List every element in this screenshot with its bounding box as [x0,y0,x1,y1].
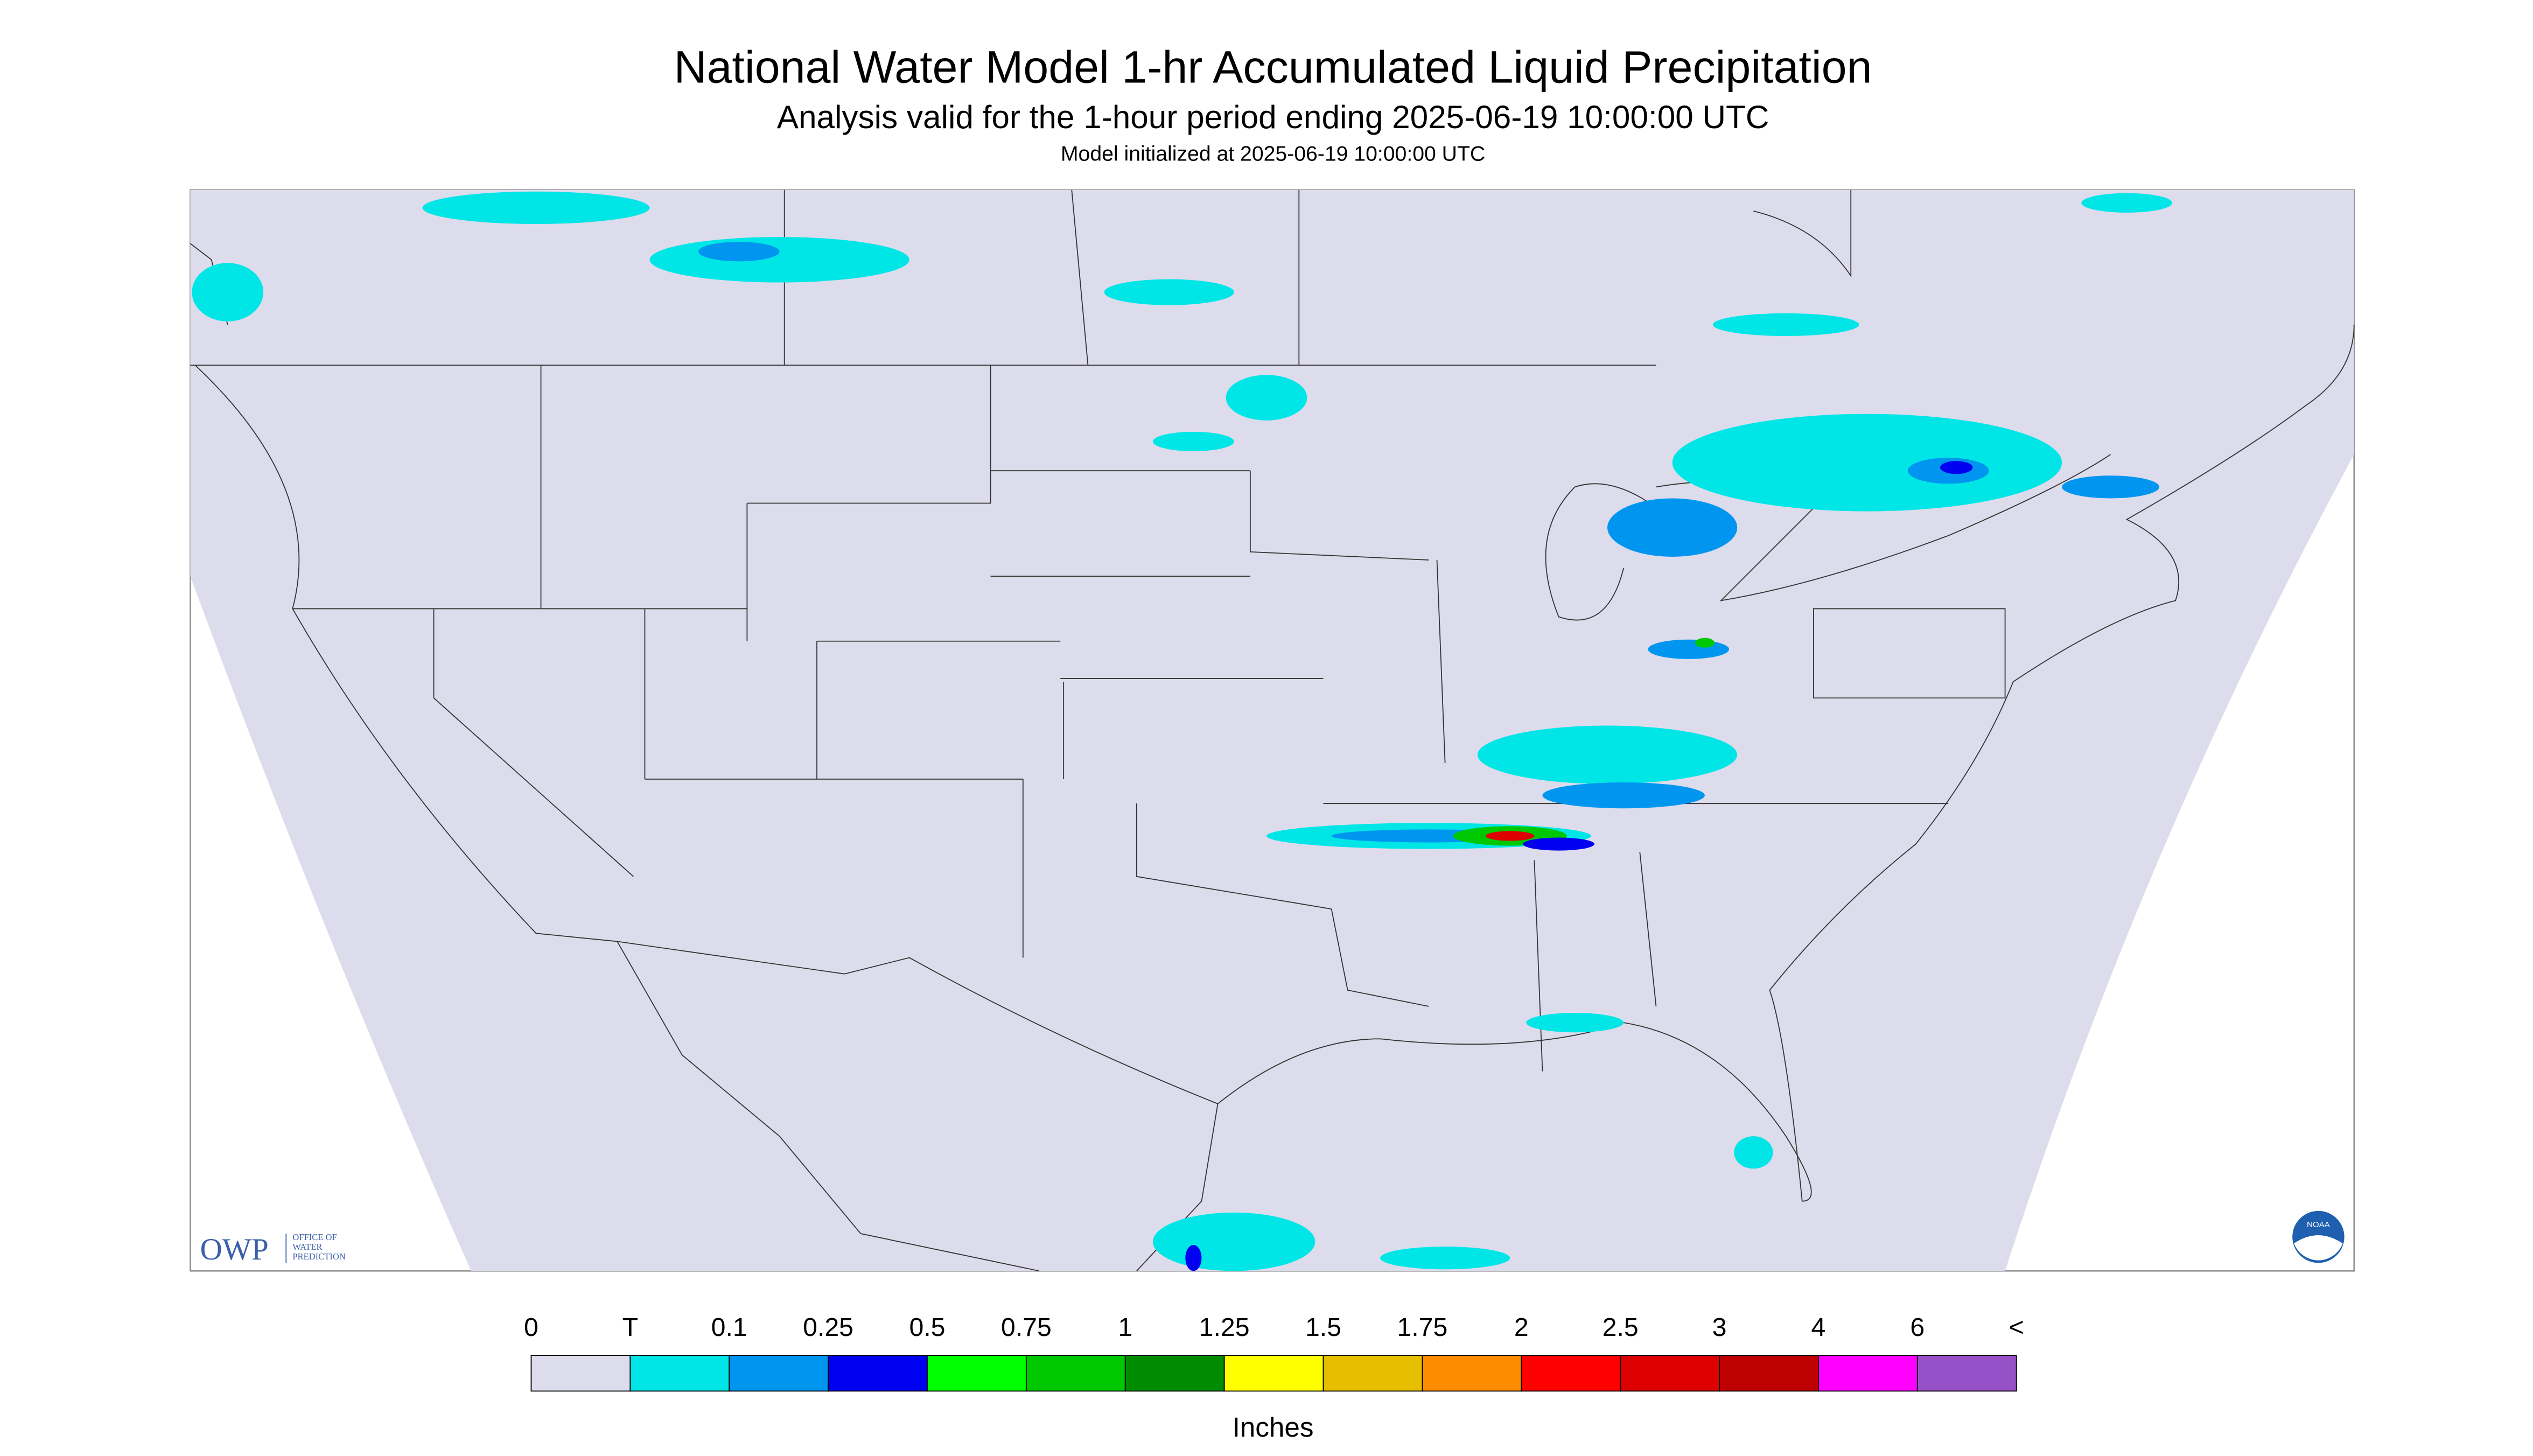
colorbar-label: 2 [1514,1313,1529,1342]
owp-text: OWP [200,1233,268,1266]
colorbar: 0 T 0.1 0.25 0.5 0.75 1 1.25 1.5 1.75 2 2.5 3 4 6 < [524,1313,2024,1392]
colorbar-swatch [1422,1355,1522,1392]
colorbar-label: 0.25 [803,1313,853,1342]
colorbar-label: 1.75 [1397,1313,1447,1342]
colorbar-swatch [1025,1355,1126,1392]
colorbar-swatch [1620,1355,1720,1392]
colorbar-label: 1 [1118,1313,1132,1342]
init-time: Model initialized at 2025-06-19 10:00:00… [1061,142,1485,165]
colorbar-unit: Inches [1233,1412,1314,1443]
colorbar-swatch [1124,1355,1225,1392]
colorbar-swatch [729,1355,829,1392]
noaa-logo: NOAA [2292,1210,2345,1263]
subtitle: Analysis valid for the 1-hour period end… [777,99,1769,135]
precipitation [192,191,2173,1271]
colorbar-swatch [927,1355,1027,1392]
colorbar-swatch [1223,1355,1324,1392]
colorbar-swatch [828,1355,928,1392]
colorbar-label: 0.5 [909,1313,945,1342]
colorbar-label: 2.5 [1603,1313,1639,1342]
owp-name: WATER [292,1242,323,1252]
colorbar-label: 0.75 [1001,1313,1052,1342]
colorbar-swatch [530,1355,631,1392]
colorbar-label: < [2009,1313,2024,1342]
colorbar-label: 0.1 [711,1313,747,1342]
model-domain [190,190,2354,1271]
map: OWP OFFICE OF WATER PREDICTION NOAA [190,189,2355,1272]
colorbar-swatch [1719,1355,1819,1392]
colorbar-label: T [622,1313,638,1342]
colorbar-label: 1.5 [1305,1313,1341,1342]
colorbar-label: 6 [1910,1313,1925,1342]
colorbar-swatch [1916,1355,2017,1392]
colorbar-label: 3 [1712,1313,1727,1342]
colorbar-label: 1.25 [1199,1313,1250,1342]
colorbar-label: 4 [1811,1313,1826,1342]
colorbar-label: 0 [524,1313,538,1342]
title: National Water Model 1-hr Accumulated Li… [674,42,1872,93]
colorbar-swatch [1323,1355,1423,1392]
owp-logo: OWP OFFICE OF WATER PREDICTION [200,1232,345,1266]
owp-name: PREDICTION [292,1251,345,1262]
noaa-text: NOAA [2307,1220,2331,1229]
colorbar-swatch [1521,1355,1621,1392]
colorbar-swatch [1818,1355,1918,1392]
owp-name: OFFICE OF [292,1232,337,1242]
colorbar-swatch [629,1355,730,1392]
